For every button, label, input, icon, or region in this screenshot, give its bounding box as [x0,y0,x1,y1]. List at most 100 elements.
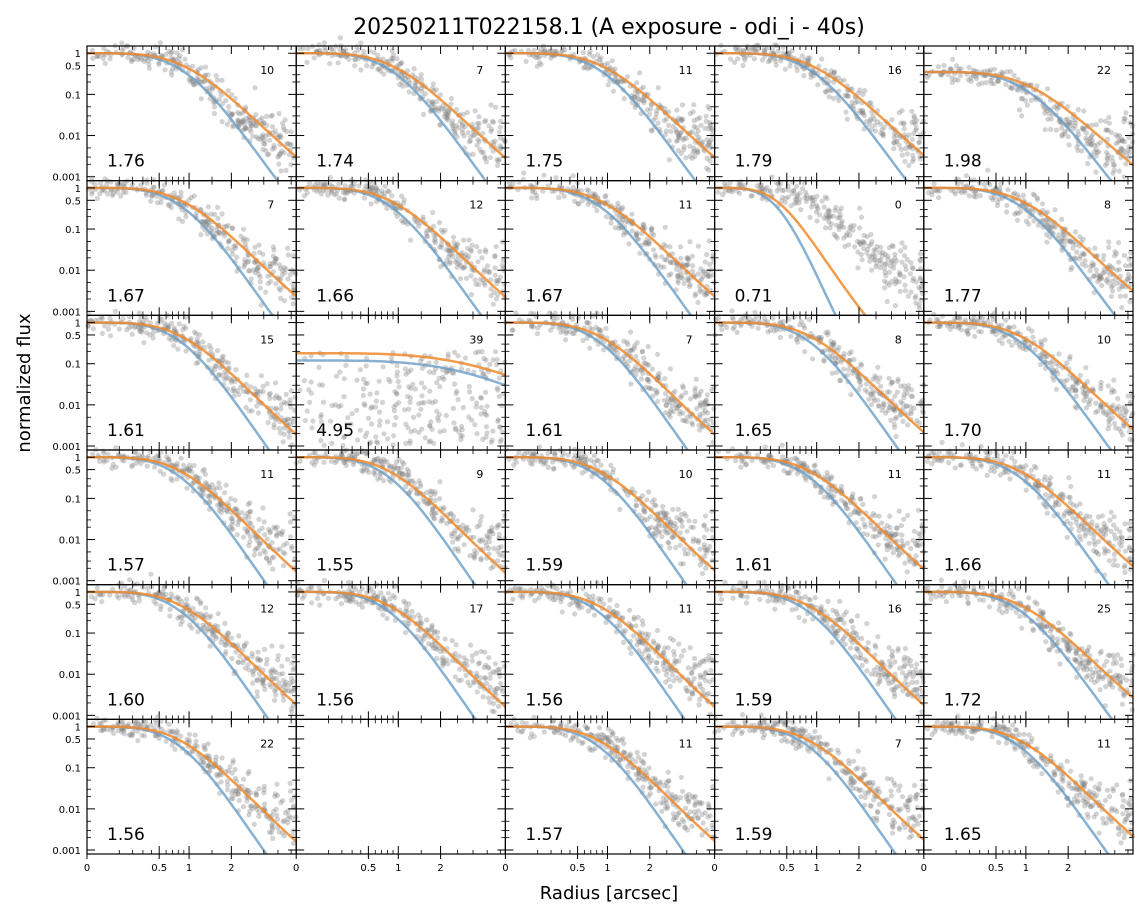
data-point [479,255,485,261]
data-point [707,123,713,129]
data-point [628,381,634,387]
data-point [780,50,787,56]
data-point [1127,299,1133,305]
data-point [1080,250,1086,257]
data-point [955,77,961,83]
data-point [798,207,804,213]
data-point [302,417,308,424]
data-point [327,174,333,181]
data-point [774,188,780,194]
data-point [412,83,418,89]
data-point [676,134,683,141]
data-point [1113,141,1119,147]
data-point [432,240,439,246]
data-point [337,47,343,53]
data-point [900,120,907,126]
data-point [317,47,323,53]
data-point [1101,252,1107,259]
data-point [483,159,489,165]
data-point [156,61,162,67]
data-point [141,58,147,65]
data-point [259,134,265,140]
data-point [433,107,439,113]
data-point [94,53,100,60]
data-point [483,424,489,430]
data-point [97,180,104,186]
data-point [375,53,381,59]
data-point [597,327,603,333]
data-point [221,233,227,239]
data-point [325,192,331,198]
data-point [287,142,293,148]
data-point [277,151,283,157]
data-point [690,422,696,428]
data-point [273,393,280,399]
data-point [684,262,690,268]
data-point [1093,121,1099,128]
data-point [598,55,604,61]
data-point [406,89,412,95]
data-point [180,327,186,333]
data-point [535,325,541,331]
data-point [877,121,884,127]
data-point [823,89,829,95]
data-point [674,130,680,136]
data-point [344,354,350,360]
data-point [230,225,236,232]
data-point [261,140,267,147]
data-point [396,384,402,390]
data-point [437,92,443,98]
data-point [1080,126,1086,132]
data-point [272,260,278,267]
data-point [563,329,570,335]
data-point [461,237,467,243]
data-point [1125,393,1131,399]
data-point [906,162,912,169]
data-point [229,111,235,117]
data-point [361,401,367,407]
data-point [394,390,400,396]
data-point [867,118,873,124]
data-point [474,431,480,437]
data-point [643,241,649,247]
data-point [448,101,454,107]
data-point [707,142,713,148]
data-point [398,60,404,66]
data-point [770,315,776,321]
data-point [1116,267,1123,273]
data-point [468,273,474,279]
data-point [259,135,265,141]
data-point [310,418,316,424]
data-point [494,280,500,287]
data-point [857,87,863,93]
data-point [678,255,684,261]
data-point [95,53,101,59]
data-point [687,143,693,149]
data-point [779,188,785,194]
data-point [376,378,382,384]
data-point [916,305,922,311]
data-point [460,404,466,411]
panel-3: 1.75 11 [504,43,716,186]
data-point [747,48,753,54]
data-point [433,87,439,93]
data-point [494,162,501,169]
data-point [863,119,869,125]
data-point [708,267,714,273]
data-point [238,233,244,239]
data-point [562,47,568,53]
data-point [493,244,499,250]
data-point [900,418,906,424]
data-point [288,162,294,168]
data-point [705,142,711,148]
data-point [90,55,96,62]
data-point [1099,404,1106,410]
data-point [433,359,439,365]
data-point [162,67,168,73]
data-point [1045,116,1051,122]
data-point [348,183,354,189]
data-point [548,327,554,333]
data-point [681,144,687,150]
data-point [482,155,488,161]
